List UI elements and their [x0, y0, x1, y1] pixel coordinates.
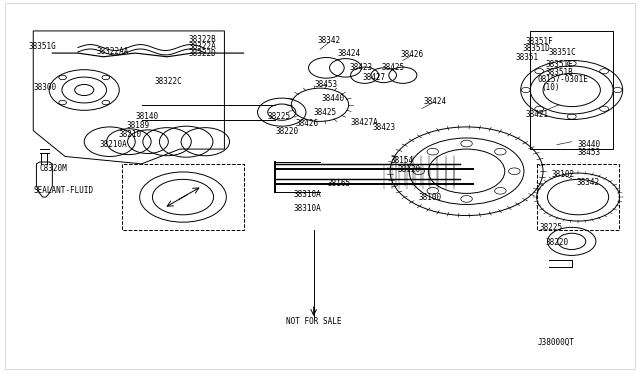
Text: 38102: 38102: [552, 170, 575, 179]
Text: 38351E: 38351E: [546, 60, 573, 69]
Text: 38424: 38424: [423, 97, 446, 106]
Text: 38220: 38220: [545, 238, 568, 247]
Text: 38351D: 38351D: [523, 44, 550, 53]
Text: C8320M: C8320M: [40, 164, 67, 173]
Text: 38120: 38120: [397, 165, 420, 174]
Text: 38225: 38225: [267, 112, 290, 121]
Text: 38210: 38210: [118, 130, 141, 139]
Text: (10): (10): [541, 83, 560, 92]
Text: 38425: 38425: [381, 63, 405, 72]
Text: 38322D: 38322D: [188, 49, 216, 58]
Text: 38210A: 38210A: [99, 140, 127, 149]
Text: NOT FOR SALE: NOT FOR SALE: [286, 317, 341, 326]
Text: 38424: 38424: [337, 49, 360, 58]
Text: 38310A: 38310A: [293, 190, 321, 199]
Text: 38310A: 38310A: [293, 204, 321, 214]
Text: 38220: 38220: [275, 127, 298, 136]
Text: 38351G: 38351G: [29, 42, 57, 51]
Text: 38425: 38425: [314, 108, 337, 118]
Text: 38189: 38189: [127, 121, 150, 129]
Text: 38322C: 38322C: [154, 77, 182, 86]
Text: 38351F: 38351F: [526, 37, 554, 46]
Text: 38342: 38342: [318, 36, 341, 45]
Text: 38426: 38426: [401, 51, 424, 60]
Text: 38154: 38154: [390, 155, 413, 165]
Text: 38427: 38427: [363, 73, 386, 81]
Text: 38322A: 38322A: [188, 42, 216, 51]
Text: 38453: 38453: [315, 80, 338, 89]
Text: 38300: 38300: [33, 83, 56, 92]
Text: 38322B: 38322B: [188, 35, 216, 44]
Text: J38000QT: J38000QT: [537, 339, 574, 347]
Text: 38423: 38423: [350, 63, 373, 72]
Text: 38165: 38165: [328, 179, 351, 187]
Text: 08157-0301E: 08157-0301E: [538, 75, 589, 84]
Text: 38426: 38426: [296, 119, 319, 128]
Text: 38100: 38100: [418, 193, 441, 202]
Text: 38453: 38453: [577, 148, 600, 157]
Text: 38351C: 38351C: [548, 48, 576, 57]
Text: 38421: 38421: [525, 109, 548, 119]
Text: 38351B: 38351B: [546, 68, 573, 77]
Text: 38322AA: 38322AA: [97, 47, 129, 56]
Text: 38440: 38440: [321, 94, 344, 103]
Text: 38423: 38423: [372, 123, 396, 132]
Text: 38342: 38342: [576, 178, 599, 187]
Text: 38440: 38440: [577, 140, 600, 149]
Text: SEALANT-FLUID: SEALANT-FLUID: [34, 186, 94, 195]
Text: 38140: 38140: [135, 112, 158, 121]
Text: 38225: 38225: [539, 223, 562, 232]
Text: 38427A: 38427A: [351, 118, 378, 127]
Text: 38351: 38351: [516, 53, 539, 62]
